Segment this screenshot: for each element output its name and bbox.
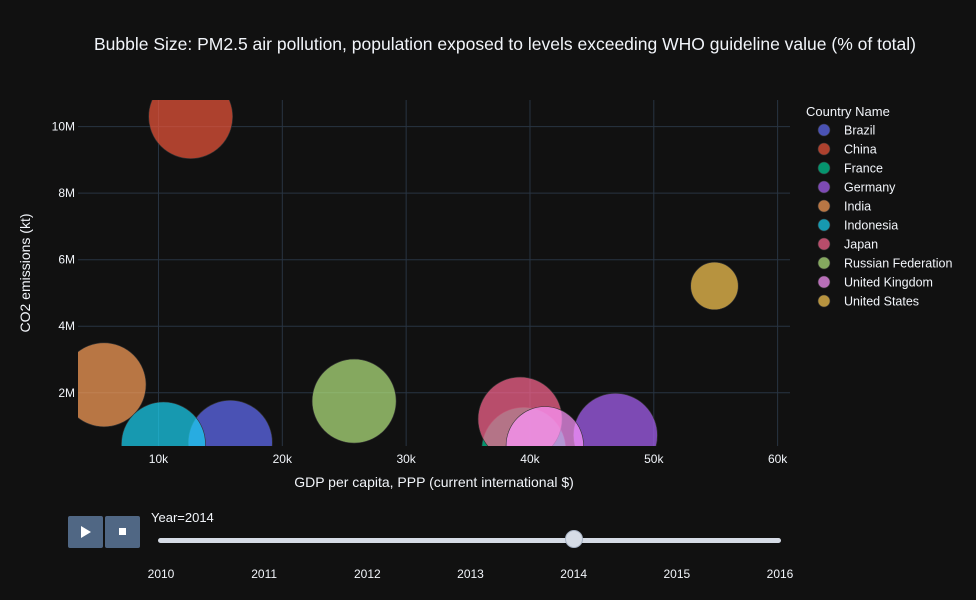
x-axis-label: GDP per capita, PPP (current internation… <box>294 474 574 490</box>
y-tick-label: 2M <box>58 386 75 400</box>
legend-item[interactable]: China <box>817 142 877 157</box>
legend-item[interactable]: France <box>817 161 883 176</box>
stop-icon <box>119 528 126 535</box>
bubbles <box>62 75 739 486</box>
legend-title: Country Name <box>806 104 890 119</box>
slider-tick-label[interactable]: 2016 <box>766 567 794 581</box>
x-tick-label: 40k <box>520 452 540 466</box>
legend-item[interactable]: United Kingdom <box>817 275 933 290</box>
play-button[interactable] <box>68 516 103 548</box>
legend-label: Germany <box>844 181 896 195</box>
legend-label: United States <box>844 295 919 309</box>
y-axis-label: CO2 emissions (kt) <box>17 213 33 332</box>
bubble-united-kingdom[interactable] <box>505 406 584 484</box>
legend-swatch <box>817 142 831 156</box>
legend-label: Brazil <box>844 124 875 138</box>
slider-tick-label[interactable]: 2011 <box>251 567 278 581</box>
legend-swatch <box>817 161 831 175</box>
x-tick-label: 30k <box>396 452 416 466</box>
y-tick-label: 8M <box>58 186 75 200</box>
legend-item[interactable]: Japan <box>817 237 878 252</box>
slider-current-label: Year=2014 <box>151 510 214 525</box>
legend-label: China <box>844 143 877 157</box>
legend-swatch <box>817 218 831 232</box>
bubble-russian-federation[interactable] <box>311 358 397 444</box>
x-tick-label: 20k <box>273 452 293 466</box>
legend-label: Indonesia <box>844 219 898 233</box>
x-axis-ticks: 10k 20k 30k 40k 50k 60k <box>149 452 788 466</box>
stop-button[interactable] <box>105 516 140 548</box>
bubble-united-states[interactable] <box>690 261 739 311</box>
legend-label: India <box>844 200 871 214</box>
legend-swatch <box>817 123 831 137</box>
y-tick-label: 10M <box>52 120 75 134</box>
y-tick-label: 4M <box>58 319 75 333</box>
legend-swatch <box>817 275 831 289</box>
legend-swatch <box>817 237 831 251</box>
year-slider-track[interactable] <box>158 538 781 543</box>
legend-item[interactable]: Russian Federation <box>817 256 952 271</box>
chart-title: Bubble Size: PM2.5 air pollution, popula… <box>94 34 916 54</box>
bubble-chart: Bubble Size: PM2.5 air pollution, popula… <box>17 34 952 490</box>
bubble-india[interactable] <box>62 342 147 428</box>
y-axis-ticks: 2M 4M 6M 8M 10M <box>52 120 75 400</box>
legend-item[interactable]: Brazil <box>817 123 875 138</box>
legend-item[interactable]: India <box>817 199 871 214</box>
slider-tick-label[interactable]: 2012 <box>353 567 381 581</box>
y-tick-label: 6M <box>58 253 75 267</box>
slider-tick-label[interactable]: 2015 <box>663 567 691 581</box>
bubble-indonesia[interactable] <box>121 401 206 486</box>
legend-swatch <box>817 180 831 194</box>
x-tick-label: 50k <box>644 452 664 466</box>
legend-swatch <box>817 294 831 308</box>
legend-label: United Kingdom <box>844 276 933 290</box>
legend-swatch <box>817 256 831 270</box>
legend-swatch <box>817 199 831 213</box>
x-tick-label: 10k <box>149 452 169 466</box>
play-icon <box>81 526 91 538</box>
legend-item[interactable]: Germany <box>817 180 896 195</box>
slider-tick-label[interactable]: 2013 <box>457 567 484 581</box>
legend-label: Russian Federation <box>844 257 952 271</box>
legend[interactable]: Brazil China France Germany India Indonesia Ja… <box>817 123 952 309</box>
legend-item[interactable]: Indonesia <box>817 218 898 233</box>
legend-label: France <box>844 162 883 176</box>
x-tick-label: 60k <box>768 452 788 466</box>
legend-item[interactable]: United States <box>817 294 919 309</box>
year-slider-handle[interactable] <box>564 530 583 548</box>
bubble-china[interactable] <box>148 75 233 159</box>
slider-tick-label[interactable]: 2010 <box>147 567 175 581</box>
legend-label: Japan <box>844 238 878 252</box>
slider-tick-label[interactable]: 2014 <box>560 567 588 581</box>
